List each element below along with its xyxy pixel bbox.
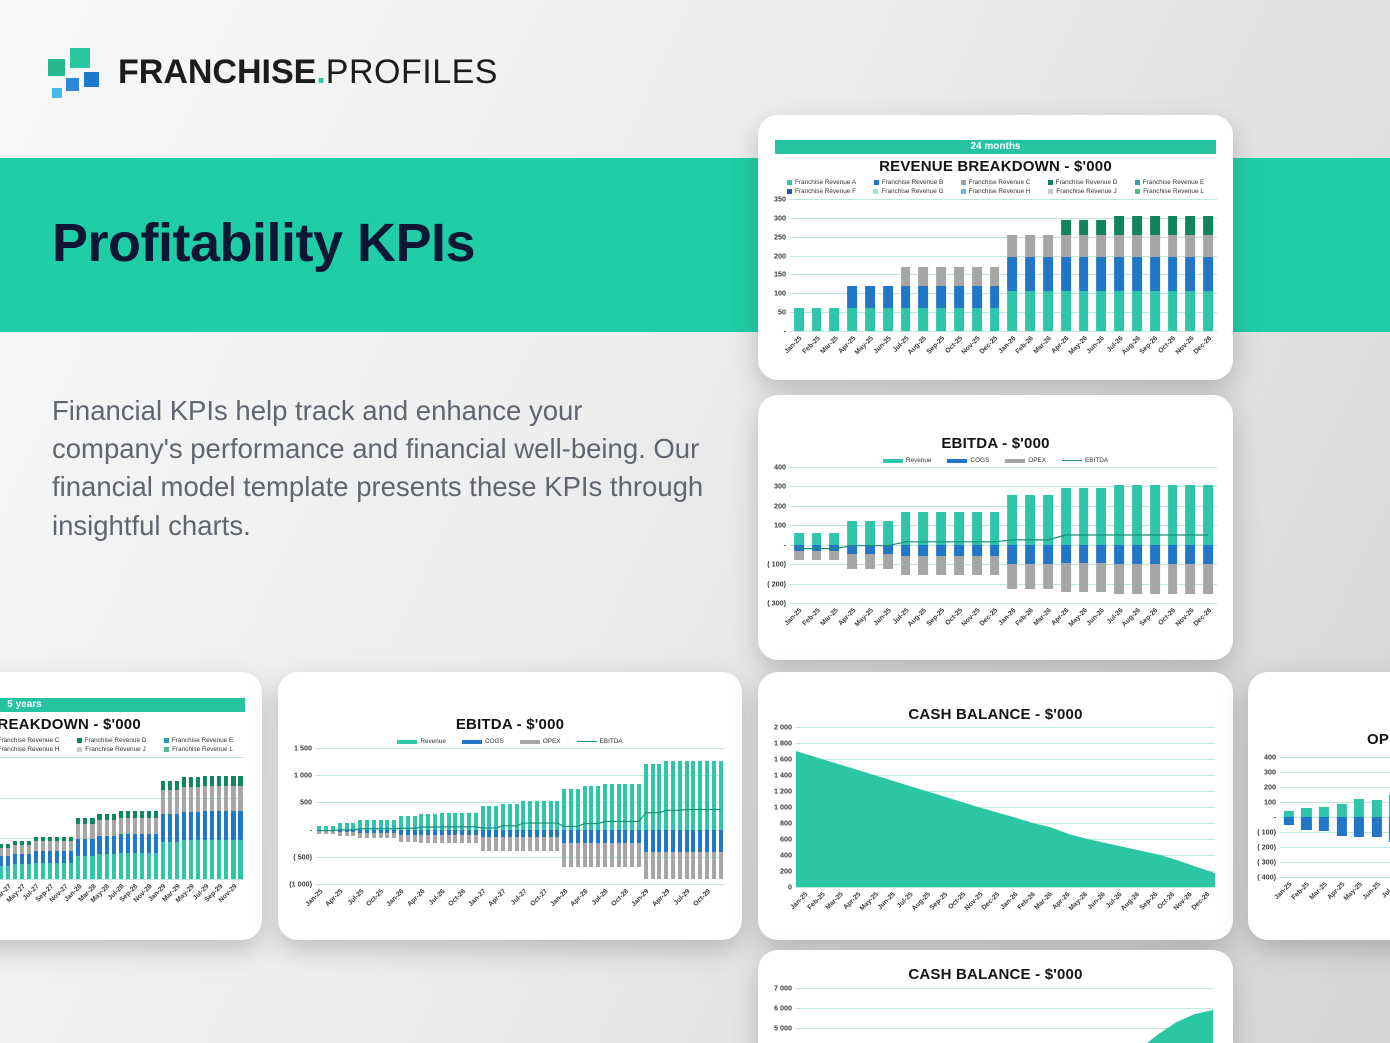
- x-axis: Jan-25 Feb-25 Mar-25 Apr-25 May-25 Jun-25 Jul-…: [789, 891, 1212, 913]
- brand-dot: .: [316, 53, 326, 91]
- y-axis: 400 300 200 100-( 100)( 200)( 300): [767, 462, 786, 608]
- chart-legend: Revenue COGS OPEX EBITDA: [758, 457, 1233, 464]
- plot-area: [316, 748, 724, 885]
- chart-legend: Revenue COGS OPEX EBITDA: [278, 738, 742, 745]
- chart-title: EBITDA - $'000: [455, 716, 565, 733]
- y-axis: 400 300 200 100-( 100)( 200)( 300)( 400): [1257, 752, 1276, 882]
- chart-title: CASH BALANCE - $'000: [908, 706, 1083, 723]
- y-axis: 2 000 1 800 1 600 1 400 1 200 1 000 800 600 400 2…: [774, 722, 792, 892]
- x-axis: Jan-25 Feb-25 Mar-25 Apr-25 May-25 Jun-25 Jul-…: [783, 335, 1214, 357]
- cash-balance-24m-card: CASH BALANCE - $'000 2 000 1 800 1 600 1 40…: [758, 672, 1233, 940]
- plot-area: [790, 199, 1217, 332]
- brand-logo: FRANCHISE.PROFILES: [48, 45, 568, 107]
- cut-right-chart: 400 300 200 100-( 100)( 200)( 300)( 400) Ja…: [1252, 752, 1390, 917]
- ebitda-24m-chart: 400 300 200 100-( 100)( 200)( 300) Jan-25 Fe…: [764, 462, 1225, 643]
- plot-area: [796, 988, 1213, 1043]
- x-axis: Jan-25 Apr-25 Jul-25 Oct-25 Jan-26 Apr-26 Jul-…: [304, 888, 712, 909]
- plot-area: [796, 727, 1215, 888]
- period-banner: 5 years: [0, 698, 245, 712]
- chart-title: EBITDA - $'000: [941, 435, 1050, 452]
- brand-name: FRANCHISE.PROFILES: [118, 53, 498, 92]
- logo-square-icon: [84, 72, 99, 87]
- revenue-breakdown-24m-chart: 350 300 250 200 150 100 50- Jan-25 Feb-25 Mar-25…: [764, 194, 1225, 369]
- logo-square-icon: [48, 59, 65, 76]
- chart-title: REVENUE BREAKDOWN - $'000: [0, 716, 141, 733]
- y-axis: 350 300 250 200 150 100 50-: [774, 194, 786, 336]
- ebitda-24m-card: EBITDA - $'000 Revenue COGS OPEX EBITDA 400…: [758, 395, 1233, 660]
- ebitda-5y-card: EBITDA - $'000 Revenue COGS OPEX EBITDA 1 5…: [278, 672, 742, 940]
- x-axis: Jan-25 Feb-25 Mar-25 Apr-25 May-25 Jun-25 Jul-…: [783, 607, 1214, 629]
- chart-title: CASH BALANCE - $'000: [908, 966, 1083, 983]
- revenue-breakdown-5y-card: 5 years REVENUE BREAKDOWN - $'000 Franch…: [0, 672, 262, 940]
- x-axis: Jan-25Mar-25May-25Jul-25Sep-25Nov-25Jan-…: [0, 883, 239, 905]
- logo-square-icon: [66, 78, 79, 91]
- plot-area: [1280, 757, 1390, 878]
- page-description: Financial KPIs help track and enhance yo…: [52, 395, 704, 541]
- period-banner: 24 months: [775, 140, 1216, 154]
- x-axis: Jan-25 Feb-25 Mar-25 Apr-25 May-25 Jun-25 Jul-…: [1273, 881, 1390, 903]
- plot-area: [790, 467, 1217, 604]
- chart-title: REVENUE BREAKDOWN - $'000: [879, 158, 1112, 175]
- y-axis: 1 500 1 000 500-( 500) (1 000): [289, 743, 312, 889]
- revenue-breakdown-24m-card: 24 months REVENUE BREAKDOWN - $'000 Fran…: [758, 115, 1233, 380]
- page-title: Profitability KPIs: [52, 213, 476, 273]
- ebitda-5y-chart: 1 500 1 000 500-( 500) (1 000) Jan-25 Apr-25…: [282, 743, 732, 926]
- logo-square-icon: [70, 48, 90, 68]
- cash-balance-24m-chart: 2 000 1 800 1 600 1 400 1 200 1 000 800 600 400 2…: [762, 722, 1223, 931]
- logo-square-icon: [52, 88, 62, 98]
- plot-area: [0, 757, 244, 880]
- chart-title: OPE: [1367, 731, 1390, 748]
- brand-name-light: PROFILES: [325, 53, 498, 91]
- brand-name-bold: FRANCHISE: [118, 53, 317, 91]
